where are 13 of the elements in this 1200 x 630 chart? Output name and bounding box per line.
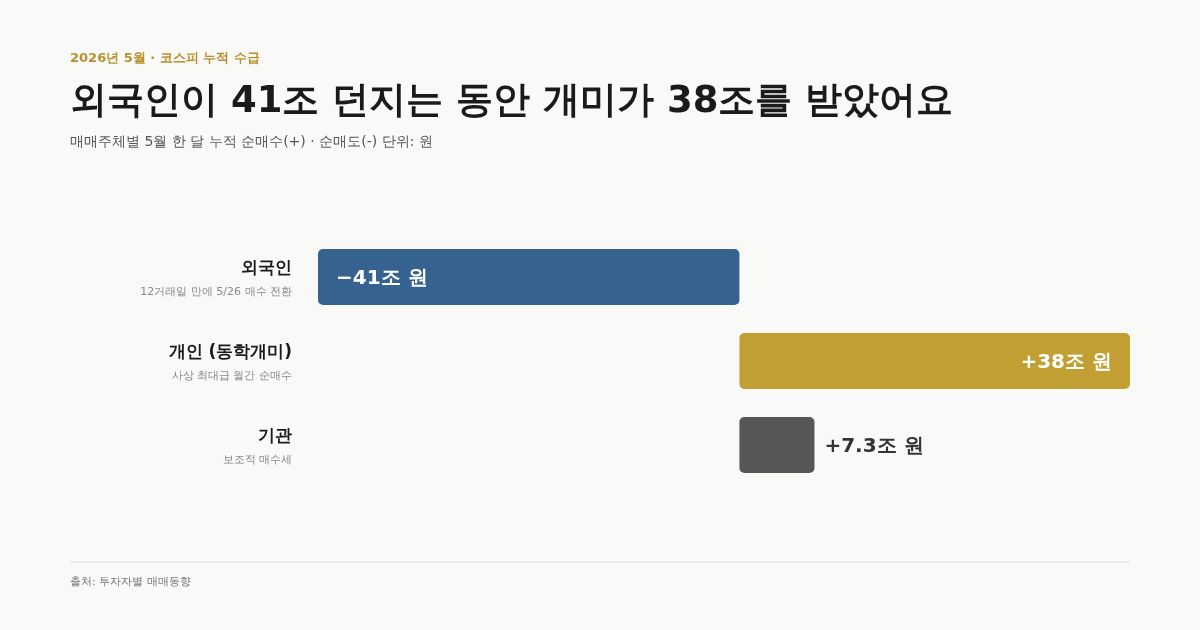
data-label: +38조 원 — [1020, 349, 1112, 373]
data-label: −41조 원 — [336, 265, 428, 289]
source-note: 출처: 투자자별 매매동향 — [70, 575, 191, 588]
y-tick-label: 외국인 — [241, 257, 292, 277]
y-tick-label: 기관 — [258, 425, 292, 445]
text: 보조적 매수세 — [222, 453, 292, 466]
text: 사상 최대급 월간 순매수 — [171, 369, 292, 382]
chart-subtitle: 매매주체별 5월 한 달 누적 순매수(+) · 순매도(-) 단위: 원 — [70, 133, 433, 149]
text: 2026년 5월 · 코스피 누적 수급 — [70, 50, 260, 65]
data-label: +7.3조 원 — [824, 433, 924, 457]
text: 12거래일 만에 5/26 매수 전환 — [140, 285, 292, 298]
chart-title: 외국인이 41조 던지는 동안 개미가 38조를 받았어요 — [70, 78, 954, 121]
y-tick-label: 개인 (동학개미) — [168, 341, 292, 361]
